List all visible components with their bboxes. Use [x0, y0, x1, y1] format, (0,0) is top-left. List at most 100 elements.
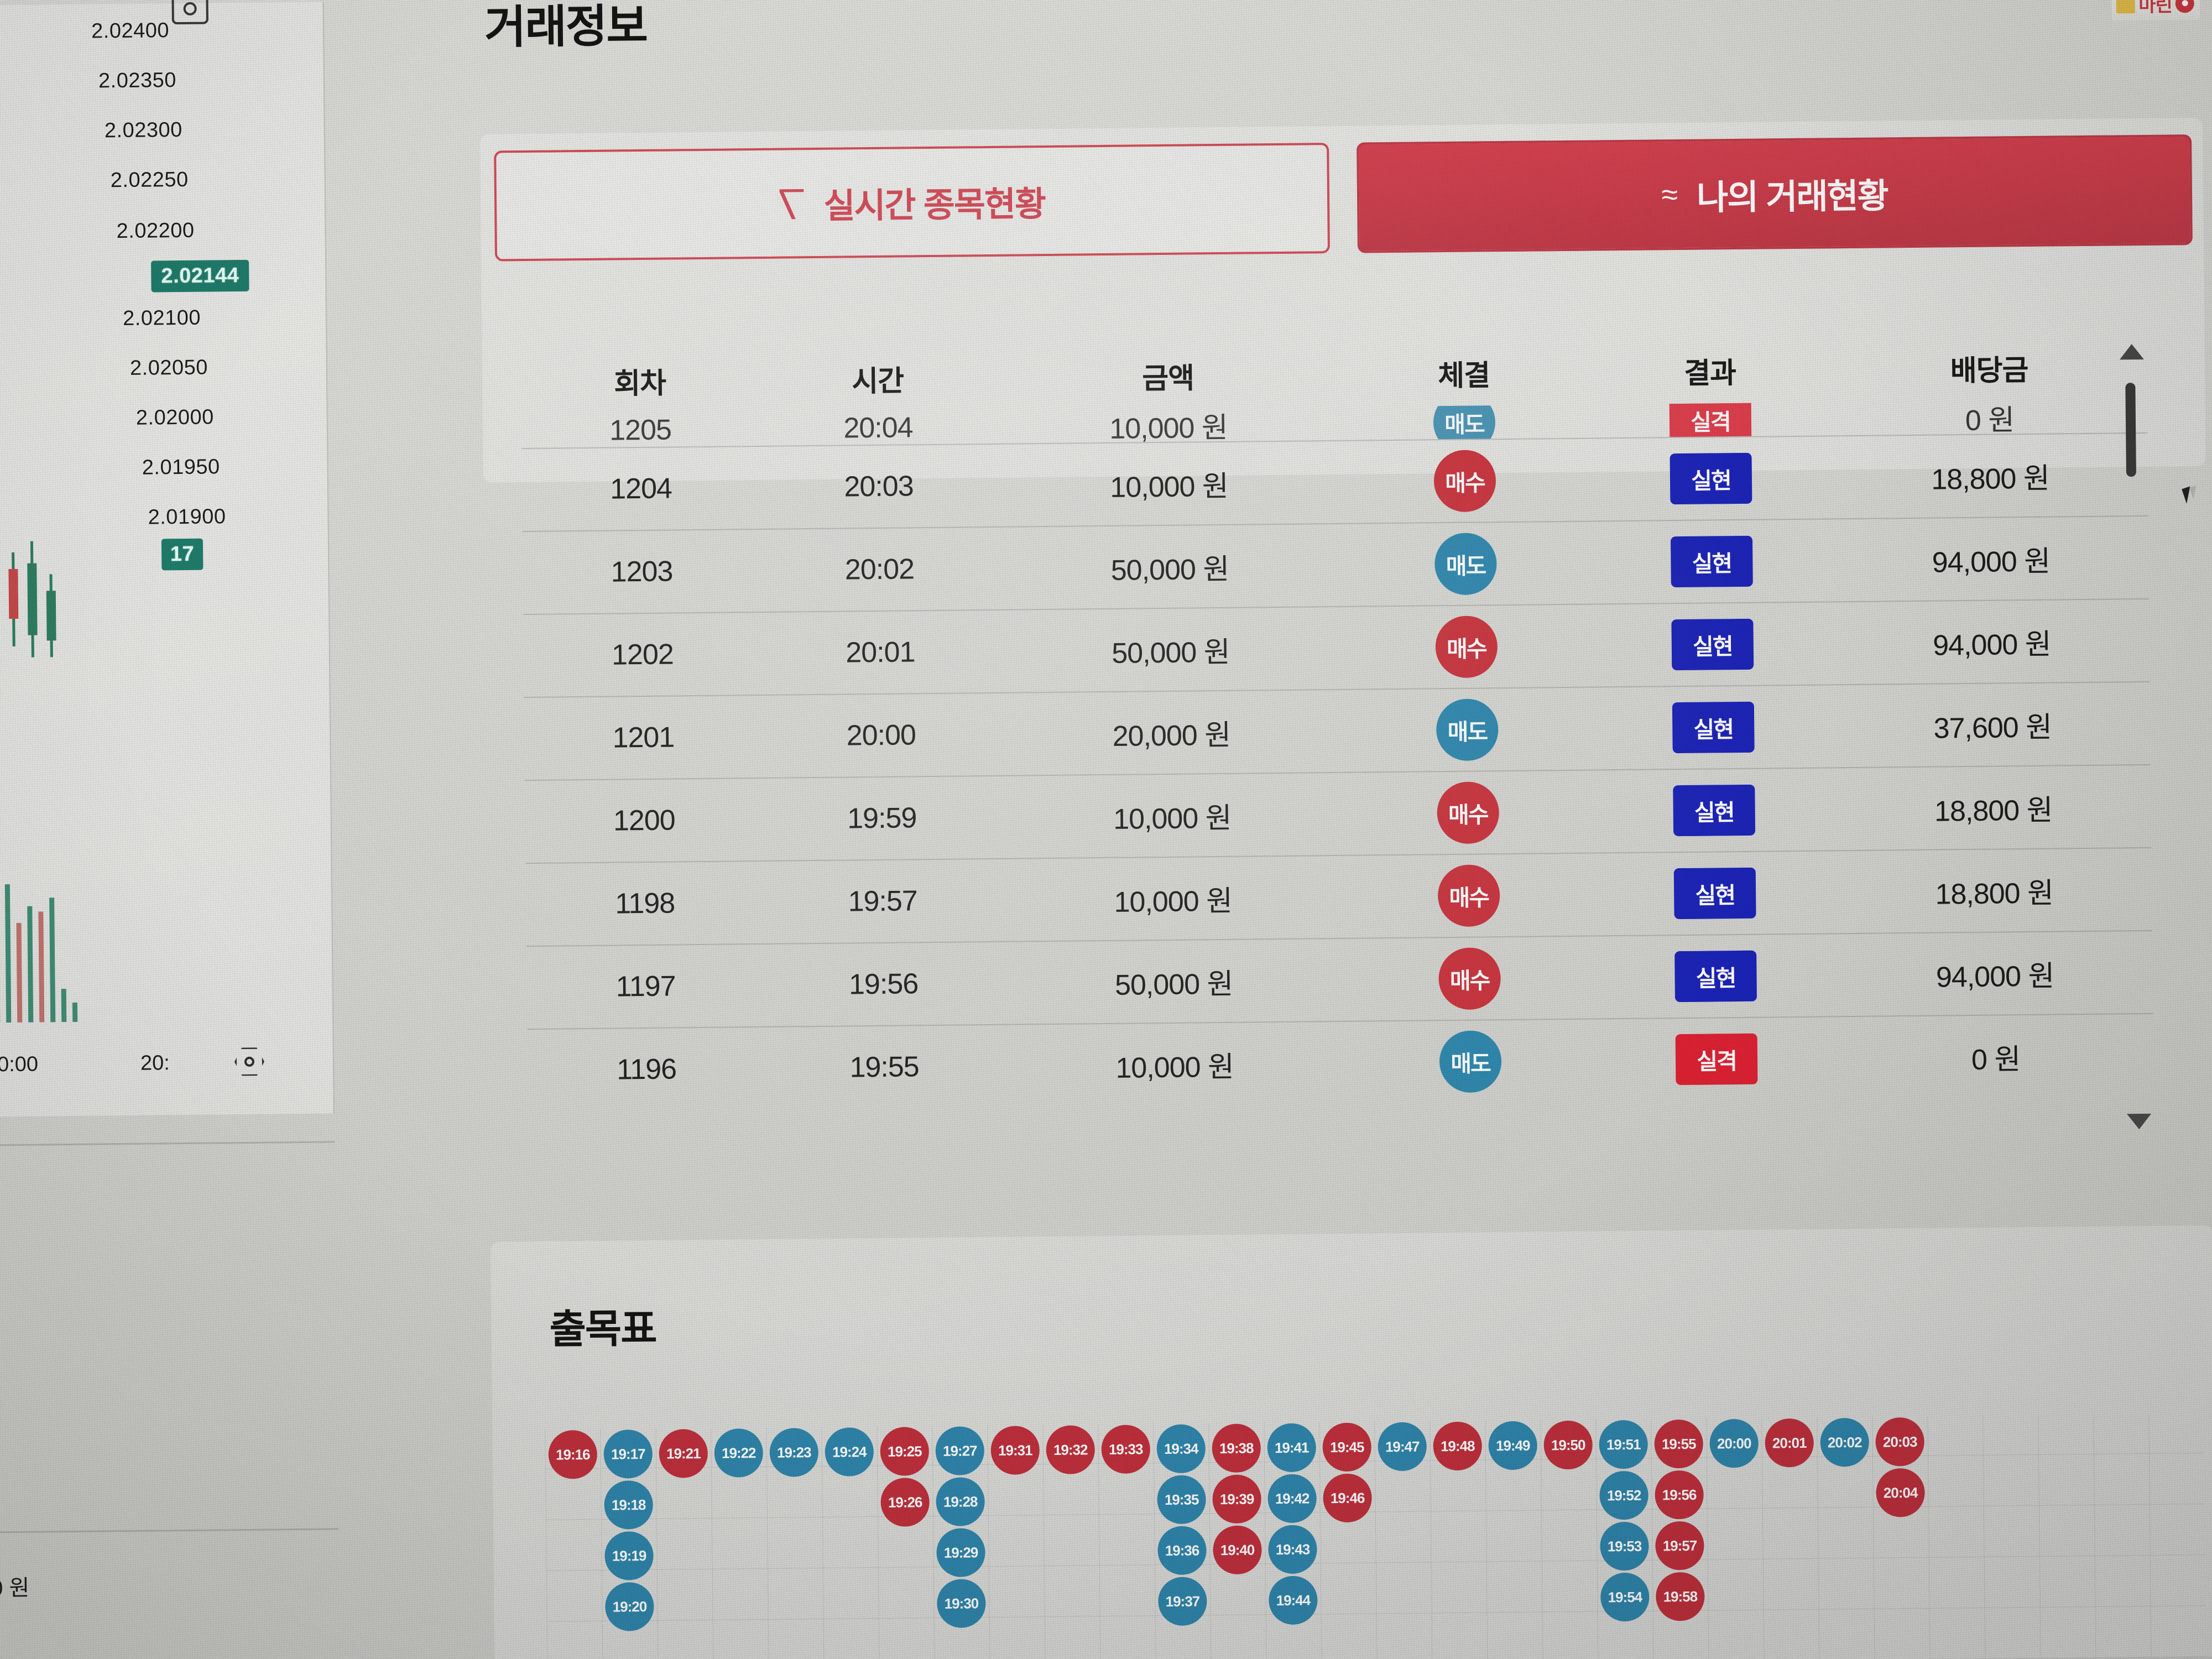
transactions-table: 회차 시간 금액 체결 결과 배당금 1205 20:04 10,000 원 매… — [521, 332, 2212, 1112]
fill-badge: 매도 — [1436, 698, 1499, 761]
chevron-down-icon[interactable] — [2127, 1113, 2152, 1130]
price-tick: 2.02200 — [116, 218, 195, 243]
time-tick: 20:00 — [0, 1052, 39, 1077]
outcome-dot: 19:46 — [1323, 1473, 1373, 1523]
tab-realtime-status[interactable]: ⎲ 실시간 종목현황 — [494, 143, 1331, 262]
outcome-dot: 19:41 — [1267, 1423, 1317, 1473]
cell-payout: 94,000 원 — [1932, 545, 2051, 579]
cell-round: 1200 — [613, 804, 675, 837]
outcome-dot: 19:51 — [1599, 1420, 1648, 1469]
outcome-dot: 20:03 — [1875, 1417, 1925, 1467]
outcome-dot: 20:04 — [1876, 1468, 1925, 1517]
cell-fill: 매수 — [1344, 864, 1594, 928]
table-row[interactable]: 1203 20:02 50,000 원 매도 실현 94,000 원 — [522, 515, 2150, 614]
result-badge: 실현 — [1670, 535, 1753, 588]
col-header-amount: 금액 — [1142, 362, 1194, 395]
logo-dot-icon — [2175, 0, 2194, 13]
cell-fill: 매수 — [1340, 449, 1589, 513]
outcome-dot: 19:23 — [769, 1428, 819, 1477]
fill-badge: 매수 — [1437, 781, 1500, 844]
table-row[interactable]: 1196 19:55 10,000 원 매도 실격 0 원 — [527, 1013, 2154, 1112]
tab-bar: ⎲ 실시간 종목현황 ≈ 나의 거래현황 — [494, 134, 2193, 267]
result-badge: 실현 — [1673, 867, 1756, 920]
time-axis: 20:00 20: — [0, 1050, 334, 1092]
table-row[interactable]: 1197 19:56 50,000 원 매수 실현 94,000 원 — [526, 930, 2153, 1029]
chevron-up-icon[interactable] — [2119, 343, 2144, 360]
cell-time: 19:59 — [847, 802, 917, 835]
price-tick: 2.02100 — [122, 306, 201, 331]
col-header-time: 시간 — [852, 364, 904, 398]
cell-amount: 20,000 원 — [1112, 719, 1231, 753]
table-row[interactable]: 1204 20:03 10,000 원 매수 실현 18,800 원 — [521, 432, 2148, 531]
table-row[interactable]: 1201 20:00 20,000 원 매도 실현 37,600 원 — [524, 681, 2151, 780]
cell-time: 19:55 — [849, 1051, 919, 1084]
cell-amount: 10,000 원 — [1113, 802, 1232, 836]
outcome-dot: 19:34 — [1156, 1424, 1206, 1474]
cell-payout: 37,600 원 — [1933, 711, 2052, 745]
outcome-dot: 19:27 — [935, 1426, 985, 1476]
cell-amount: 50,000 원 — [1111, 636, 1230, 670]
outcome-dot: 19:18 — [604, 1480, 654, 1530]
price-tick: 2.02400 — [91, 19, 170, 43]
tab-my-transactions[interactable]: ≈ 나의 거래현황 — [1357, 134, 2193, 253]
fill-badge: 매수 — [1437, 864, 1500, 927]
outcome-dot: 19:49 — [1488, 1421, 1538, 1470]
table-row[interactable]: 1202 20:01 50,000 원 매수 실현 94,000 원 — [523, 598, 2150, 697]
fill-badge: 매도 — [1439, 1030, 1502, 1093]
divider — [0, 1141, 335, 1146]
cell-fill: 매수 — [1343, 781, 1593, 845]
outcome-dot: 19:37 — [1157, 1577, 1207, 1626]
col-header-round: 회차 — [614, 367, 666, 400]
outcome-dot: 19:39 — [1212, 1474, 1262, 1524]
outcome-dot: 19:44 — [1268, 1575, 1318, 1625]
volume-bars — [0, 855, 212, 1023]
outcome-dot: 19:31 — [990, 1426, 1040, 1475]
cell-result: 실현 — [1594, 950, 1838, 1003]
table-row[interactable]: 1198 19:57 10,000 원 매수 실현 18,800 원 — [525, 847, 2152, 946]
outcome-dot: 19:19 — [604, 1531, 654, 1580]
result-badge: 실현 — [1672, 701, 1755, 754]
tab-label: 실시간 종목현황 — [823, 185, 1046, 226]
chart-panel: 2.02400 2.02350 2.02300 2.02250 2.02200 … — [0, 0, 339, 1600]
cell-payout: 18,800 원 — [1931, 462, 2049, 496]
cell-payout: 94,000 원 — [1932, 628, 2051, 662]
fill-badge: 매수 — [1433, 450, 1496, 513]
cell-result: 실현 — [1590, 535, 1834, 588]
cell-time: 20:02 — [844, 553, 915, 586]
cell-time: 20:03 — [844, 470, 914, 503]
result-badge: 실격 — [1675, 1033, 1758, 1086]
cell-round: 1201 — [612, 721, 675, 754]
cell-result: 실현 — [1593, 867, 1837, 920]
outcome-dot: 19:42 — [1267, 1474, 1317, 1524]
logo-square-icon — [2116, 0, 2136, 13]
outcome-dot: 19:45 — [1322, 1422, 1372, 1472]
cell-amount: 10,000 원 — [1110, 470, 1229, 504]
page-title: 거래정보 — [484, 1, 648, 53]
cell-round: 1203 — [611, 555, 673, 588]
outcome-dot: 20:00 — [1709, 1418, 1759, 1468]
current-price-label: 2.02144 — [151, 259, 249, 293]
cell-round: 1198 — [615, 887, 675, 920]
cell-round: 1196 — [616, 1053, 677, 1086]
cell-payout: 18,800 원 — [1934, 794, 2053, 828]
cell-result: 실격 — [1595, 1032, 1839, 1086]
outcome-dot: 19:57 — [1655, 1521, 1704, 1571]
result-badge: 실현 — [1670, 452, 1752, 505]
fill-badge: 매수 — [1435, 615, 1498, 679]
result-badge: 실현 — [1671, 618, 1754, 671]
outcome-dot: 19:30 — [937, 1579, 986, 1628]
cell-amount: 50,000 원 — [1110, 553, 1229, 587]
outcome-dot: 19:58 — [1655, 1572, 1705, 1621]
pulse-icon: ⎲ — [778, 186, 805, 220]
cell-time: 20:01 — [846, 636, 915, 669]
candlestick-series — [0, 524, 60, 724]
cell-payout: 94,000 원 — [1936, 960, 2054, 994]
outcome-dot: 20:02 — [1820, 1417, 1870, 1467]
cell-time: 20:00 — [846, 719, 916, 752]
scrollbar-thumb[interactable] — [2125, 383, 2136, 477]
brand-name: 마린 — [2138, 0, 2172, 17]
table-row[interactable]: 1200 19:59 10,000 원 매수 실현 18,800 원 — [525, 764, 2152, 863]
brand-logo: 마린 — [2111, 0, 2200, 21]
outcome-dot: 19:22 — [714, 1428, 764, 1478]
outcome-dot: 20:01 — [1765, 1418, 1814, 1468]
